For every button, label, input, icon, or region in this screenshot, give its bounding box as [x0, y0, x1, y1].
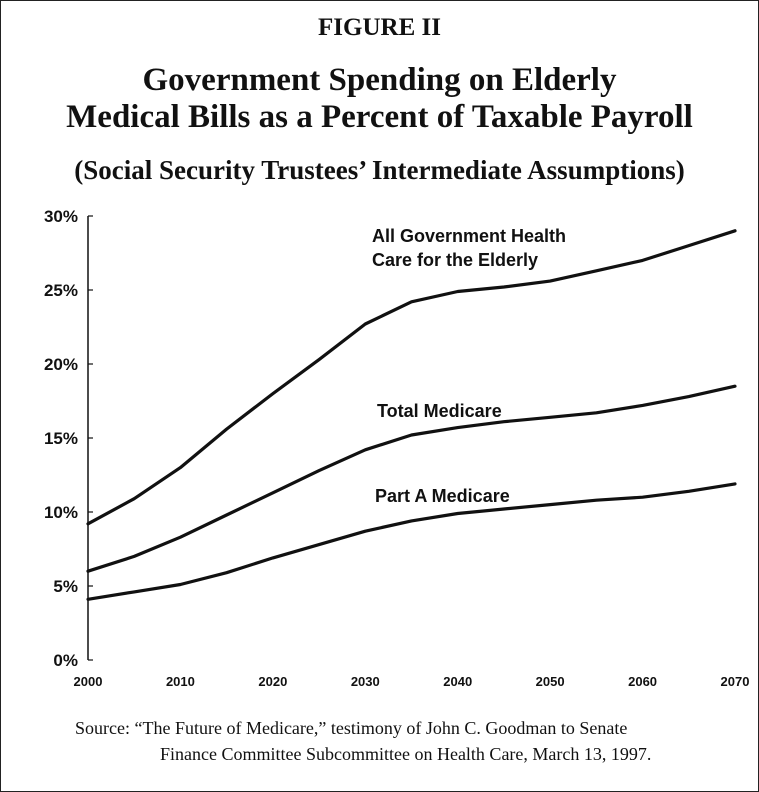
y-tick-label: 20%	[44, 355, 78, 374]
x-tick-label: 2030	[351, 674, 380, 689]
series-label: Care for the Elderly	[372, 250, 538, 270]
y-tick-label: 30%	[44, 207, 78, 226]
series-line	[86, 229, 737, 526]
chart-subtitle: (Social Security Trustees’ Intermediate …	[74, 155, 685, 185]
y-tick-label: 10%	[44, 503, 78, 522]
x-tick-label: 2000	[74, 674, 103, 689]
x-tick-label: 2020	[258, 674, 287, 689]
source-note-line2: Finance Committee Subcommittee on Health…	[160, 744, 652, 764]
chart-title-line2: Medical Bills as a Percent of Taxable Pa…	[66, 99, 693, 135]
series-line	[86, 384, 737, 573]
x-tick-label: 2010	[166, 674, 195, 689]
series-label: Total Medicare	[377, 401, 502, 421]
source-note-line1: Source: “The Future of Medicare,” testim…	[75, 718, 628, 738]
y-tick-label: 0%	[53, 651, 78, 670]
x-tick-label: 2050	[536, 674, 565, 689]
y-tick-label: 15%	[44, 429, 78, 448]
x-tick-label: 2070	[721, 674, 750, 689]
series-line	[86, 482, 737, 601]
x-tick-label: 2060	[628, 674, 657, 689]
figure-label: FIGURE II	[318, 14, 441, 41]
y-tick-label: 25%	[44, 281, 78, 300]
x-tick-label: 2040	[443, 674, 472, 689]
y-tick-label: 5%	[53, 577, 78, 596]
chart-title-line1: Government Spending on Elderly	[142, 62, 617, 98]
series-label: Part A Medicare	[375, 486, 510, 506]
line-chart: 0% 5% 10% 15% 20% 25% 30% 2000 2010 2020 2030 2040 2…	[44, 207, 750, 689]
series-label: All Government Health	[372, 226, 566, 246]
